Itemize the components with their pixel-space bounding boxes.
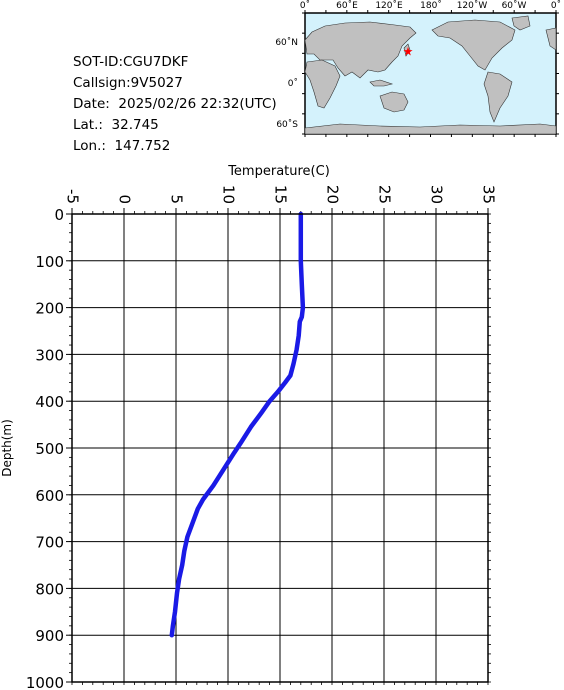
sot-id-text: SOT-ID:CGU7DKF <box>73 54 189 70</box>
y-tick-label: 400 <box>35 393 64 411</box>
chart-grid <box>71 213 489 683</box>
map-lat-label: 60˚S <box>276 119 298 130</box>
land-australia <box>379 91 409 113</box>
y-tick-label: 700 <box>35 534 64 552</box>
map-land <box>304 15 557 135</box>
y-tick-label: 0 <box>54 206 64 224</box>
land-europe-edge <box>545 27 557 51</box>
map-lat-label: 60˚N <box>275 37 298 48</box>
y-tick-label: 500 <box>35 440 64 458</box>
x-tick-label: 15 <box>272 185 290 204</box>
map-lon-label: 120˚E <box>375 0 403 11</box>
land-south-america <box>483 71 513 123</box>
x-tick-label: -5 <box>64 189 82 204</box>
map-frame-ticks <box>302 10 559 137</box>
y-tick-label: 200 <box>35 300 64 318</box>
y-tick-label: 1000 <box>26 674 64 690</box>
plot-frame <box>71 213 489 683</box>
land-japan <box>403 43 411 57</box>
map-lon-label: 60˚E <box>336 0 358 11</box>
world-map: 0˚ 60˚E 120˚E 180˚ 120˚W 60˚W 0˚ 60˚N 0˚… <box>275 0 561 137</box>
y-axis-title: Depth(m) <box>0 419 14 477</box>
map-lon-label: 0˚ <box>551 0 561 11</box>
x-axis-title: Temperature(C) <box>227 164 330 179</box>
x-tick-label: 10 <box>220 185 238 204</box>
y-tick-label: 900 <box>35 627 64 645</box>
map-lon-label: 60˚W <box>502 0 527 11</box>
map-lat-label: 0˚ <box>288 78 298 89</box>
x-tick-label: 0 <box>116 194 134 204</box>
float-info-panel: SOT-ID:CGU7DKF Callsign:9V5027 Date: 202… <box>73 52 277 157</box>
x-tick-label: 25 <box>376 185 394 204</box>
x-axis-ticks: -5 0 5 10 15 20 25 30 35 <box>64 185 498 685</box>
y-tick-label: 800 <box>35 580 64 598</box>
map-lon-label: 120˚W <box>457 0 488 11</box>
map-lat-labels: 60˚N 0˚ 60˚S <box>275 37 298 130</box>
land-eurasia <box>304 21 417 79</box>
map-lon-label: 0˚ <box>300 0 310 11</box>
map-lon-label: 180˚ <box>420 0 442 11</box>
x-tick-label: 30 <box>428 185 446 204</box>
y-tick-label: 100 <box>35 253 64 271</box>
land-greenland <box>511 15 531 31</box>
temperature-profile-line <box>169 211 306 638</box>
location-star-marker: ★ <box>403 44 414 58</box>
latitude-text: Lat.: 32.745 <box>73 117 159 133</box>
y-tick-label: 300 <box>35 346 64 364</box>
map-lon-labels: 0˚ 60˚E 120˚E 180˚ 120˚W 60˚W 0˚ <box>300 0 561 11</box>
land-indonesia <box>369 79 394 87</box>
land-north-america <box>431 19 516 71</box>
longitude-text: Lon.: 147.752 <box>73 138 171 154</box>
x-tick-label: 5 <box>168 194 186 204</box>
callsign-text: Callsign:9V5027 <box>73 75 183 91</box>
land-africa <box>304 59 341 109</box>
x-tick-label: 20 <box>324 185 342 204</box>
y-tick-label: 600 <box>35 487 64 505</box>
date-text: Date: 2025/02/26 22:32(UTC) <box>73 96 277 112</box>
x-tick-label: 35 <box>480 185 498 204</box>
